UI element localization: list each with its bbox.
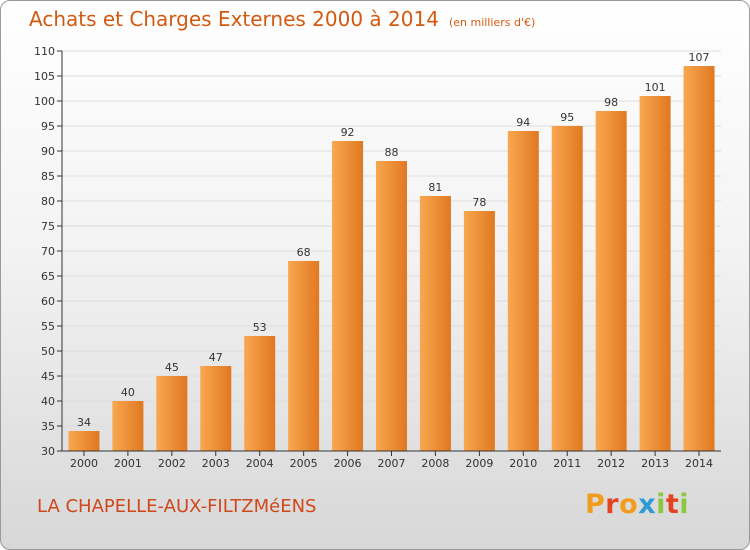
logo-letter: r — [605, 489, 620, 520]
value-label-2014: 107 — [689, 51, 710, 64]
y-tick-label: 90 — [41, 145, 55, 158]
y-tick-label: 60 — [41, 295, 55, 308]
value-label-2012: 98 — [604, 96, 618, 109]
value-label-2003: 47 — [209, 351, 223, 364]
bar-2006 — [332, 141, 364, 451]
x-tick-label-2008: 2008 — [421, 457, 449, 470]
bar-2002 — [156, 376, 188, 451]
y-tick-label: 75 — [41, 220, 55, 233]
x-tick-label-2014: 2014 — [685, 457, 713, 470]
logo-letter: P — [585, 489, 606, 520]
y-tick-label: 65 — [41, 270, 55, 283]
value-label-2010: 94 — [516, 116, 530, 129]
value-label-2005: 68 — [297, 246, 311, 259]
y-tick-label: 35 — [41, 420, 55, 433]
chart-title-text: Achats et Charges Externes 2000 à 2014 — [29, 7, 439, 31]
proxiti-logo: Proxiti — [585, 489, 689, 520]
bar-2004 — [244, 336, 276, 451]
bar-2013 — [639, 96, 671, 451]
x-tick-label-2002: 2002 — [158, 457, 186, 470]
y-tick-label: 40 — [41, 395, 55, 408]
value-label-2000: 34 — [77, 416, 91, 429]
y-tick-label: 95 — [41, 120, 55, 133]
bars: 34 40 45 47 53 68 92 88 81 78 94 95 98 101 107 — [68, 51, 715, 451]
y-tick-label: 30 — [41, 445, 55, 458]
x-tick-label-2006: 2006 — [334, 457, 362, 470]
value-label-2001: 40 — [121, 386, 135, 399]
y-tick-label: 45 — [41, 370, 55, 383]
bar-2012 — [595, 111, 627, 451]
x-tick-label-2009: 2009 — [465, 457, 493, 470]
bar-2008 — [419, 196, 451, 451]
logo-letter: i — [679, 489, 690, 520]
value-label-2007: 88 — [385, 146, 399, 159]
x-tick-label-2007: 2007 — [378, 457, 406, 470]
logo-letter: o — [619, 489, 639, 520]
x-tick-label-2011: 2011 — [553, 457, 581, 470]
y-tick-label: 105 — [34, 70, 55, 83]
bar-2001 — [112, 401, 144, 451]
logo-letter: i — [656, 489, 666, 520]
y-tick-label: 80 — [41, 195, 55, 208]
x-tick-label-2003: 2003 — [202, 457, 230, 470]
value-label-2006: 92 — [341, 126, 355, 139]
bar-2000 — [68, 431, 100, 451]
bar-2007 — [376, 161, 407, 451]
value-label-2009: 78 — [472, 196, 486, 209]
commune-name: LA CHAPELLE-AUX-FILTZMéENS — [37, 496, 317, 517]
chart-title: Achats et Charges Externes 2000 à 2014 (e… — [29, 7, 535, 31]
x-tick-label-2012: 2012 — [597, 457, 625, 470]
y-tick-label: 50 — [41, 345, 55, 358]
value-label-2004: 53 — [253, 321, 267, 334]
bar-2003 — [200, 366, 232, 451]
chart-unit-note: (en milliers d'€) — [448, 16, 536, 29]
y-tick-label: 70 — [41, 245, 55, 258]
value-label-2002: 45 — [165, 361, 179, 374]
x-tick-label-2004: 2004 — [246, 457, 274, 470]
value-label-2011: 95 — [560, 111, 574, 124]
axes: 30 35 40 45 50 55 60 65 70 75 80 85 90 95 100 105 110 200… — [34, 45, 721, 470]
value-label-2008: 81 — [428, 181, 442, 194]
bar-2010 — [507, 131, 539, 451]
logo-letter: x — [638, 489, 657, 520]
x-tick-label-2005: 2005 — [290, 457, 318, 470]
x-tick-label-2013: 2013 — [641, 457, 669, 470]
bar-2005 — [288, 261, 320, 451]
x-tick-label-2010: 2010 — [509, 457, 537, 470]
bar-2011 — [551, 126, 583, 451]
bar-2009 — [463, 211, 495, 451]
logo-letter: t — [665, 489, 680, 520]
y-tick-label: 110 — [34, 45, 55, 58]
y-tick-label: 100 — [34, 95, 55, 108]
y-tick-label: 55 — [41, 320, 55, 333]
x-tick-label-2001: 2001 — [114, 457, 142, 470]
x-tick-label-2000: 2000 — [70, 457, 98, 470]
y-tick-label: 85 — [41, 170, 55, 183]
value-label-2013: 101 — [645, 81, 666, 94]
bar-2014 — [683, 66, 715, 451]
